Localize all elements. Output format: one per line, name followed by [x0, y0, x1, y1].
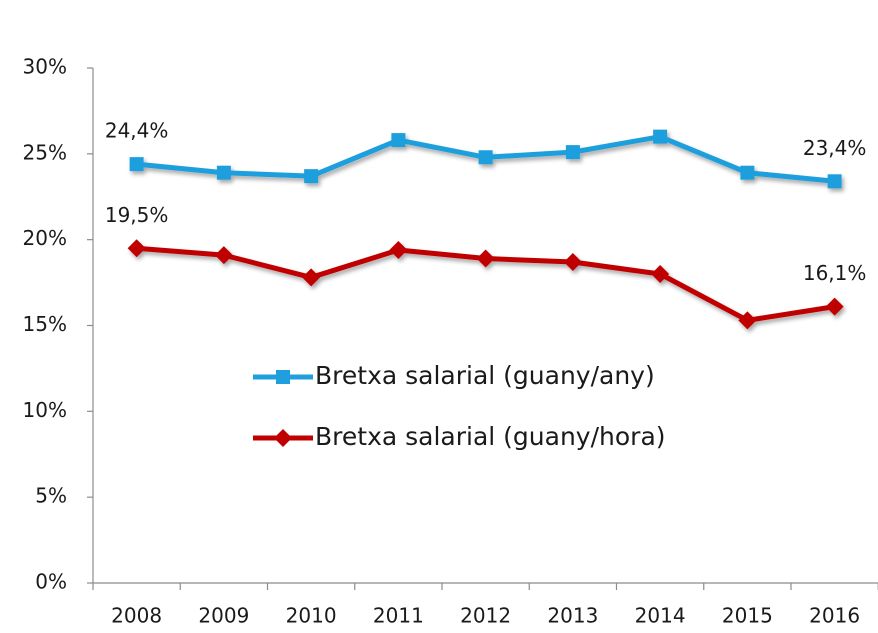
x-tick-label: 2009 — [198, 604, 249, 628]
y-tick-label: 15% — [23, 312, 67, 336]
marker — [302, 268, 321, 287]
marker — [738, 311, 757, 330]
marker — [825, 297, 844, 316]
marker — [653, 129, 668, 144]
x-tick-label: 2008 — [111, 604, 162, 628]
x-tick-label: 2010 — [286, 604, 337, 628]
x-tick-label: 2012 — [460, 604, 511, 628]
marker — [478, 150, 493, 165]
marker — [216, 165, 231, 180]
marker — [389, 240, 408, 259]
data-label: 16,1% — [803, 261, 867, 285]
marker — [827, 174, 842, 189]
y-tick-label: 10% — [23, 398, 67, 422]
marker — [129, 157, 144, 172]
data-label: 19,5% — [105, 203, 169, 227]
x-tick-label: 2011 — [373, 604, 424, 628]
x-tick-label: 2015 — [722, 604, 773, 628]
legend-text: Bretxa salarial (guany/any) — [315, 361, 655, 390]
marker — [740, 165, 755, 180]
series — [129, 129, 842, 189]
data-label: 23,4% — [803, 136, 867, 160]
marker — [214, 246, 233, 265]
marker — [304, 169, 319, 184]
y-tick-label: 30% — [23, 55, 67, 79]
legend-text: Bretxa salarial (guany/hora) — [315, 422, 666, 451]
marker — [391, 133, 406, 148]
y-tick-label: 25% — [23, 140, 67, 164]
marker — [476, 249, 495, 268]
x-tick-label: 2013 — [547, 604, 598, 628]
y-tick-label: 0% — [35, 570, 67, 594]
marker — [127, 239, 146, 258]
marker — [563, 252, 582, 271]
marker — [274, 429, 292, 447]
series — [127, 239, 844, 330]
marker — [565, 145, 580, 160]
data-label: 24,4% — [105, 119, 169, 143]
x-tick-label: 2014 — [635, 604, 686, 628]
marker — [651, 265, 670, 283]
y-tick-label: 20% — [23, 226, 67, 250]
marker — [276, 370, 290, 384]
y-tick-label: 5% — [35, 484, 67, 508]
x-tick-label: 2016 — [809, 604, 860, 628]
